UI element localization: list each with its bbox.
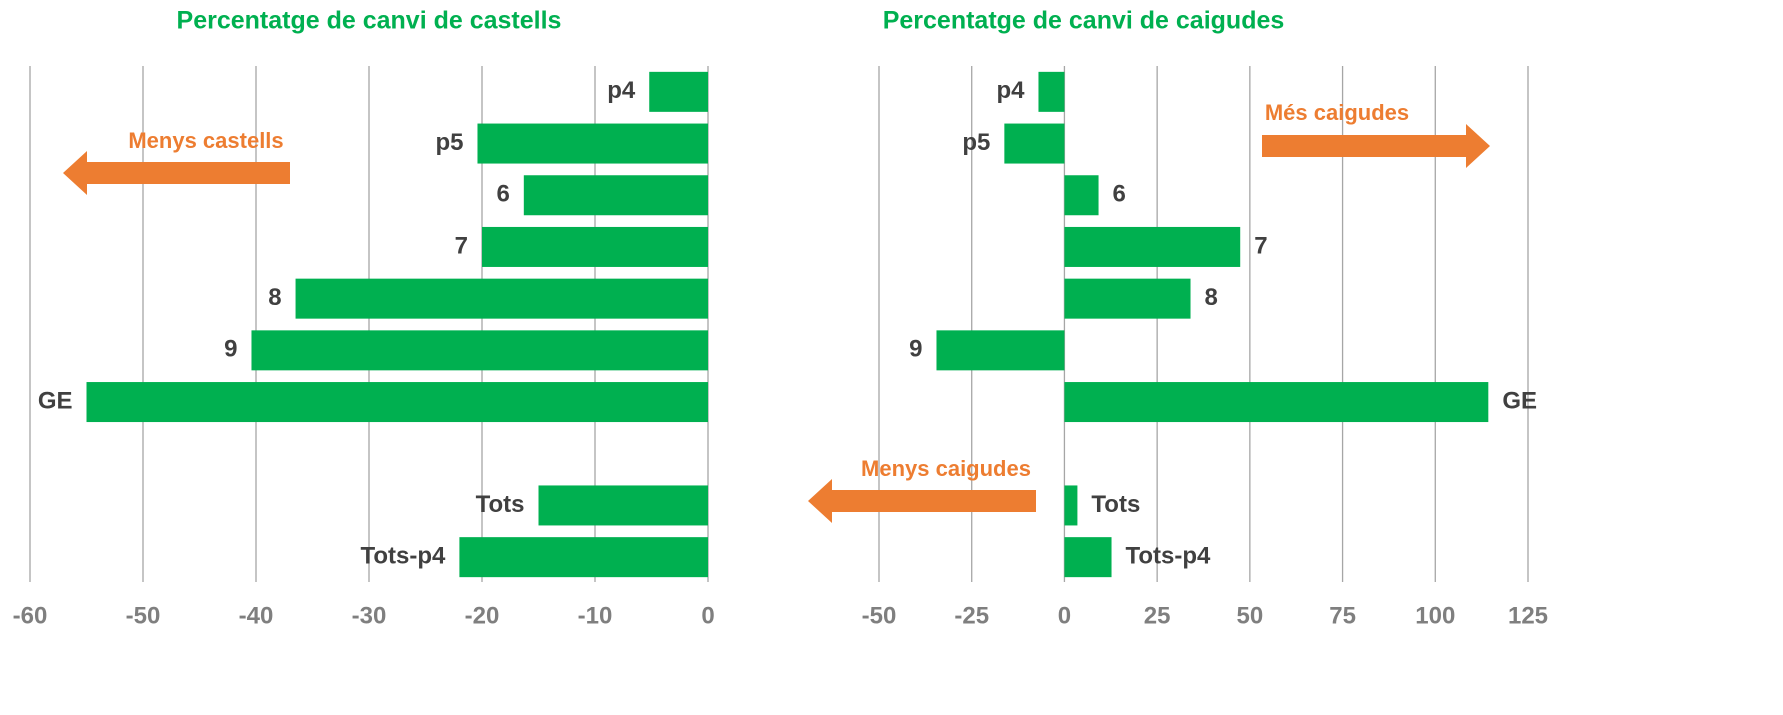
bar [523, 175, 708, 216]
chart-title: Percentatge de canvi de caigudes [883, 7, 1285, 35]
bar [1064, 382, 1489, 423]
bar [459, 537, 708, 578]
bar [86, 382, 708, 423]
bar [295, 278, 708, 319]
category-label: 7 [1254, 232, 1267, 259]
x-tick-label: -50 [126, 602, 161, 629]
category-label: GE [38, 387, 73, 414]
category-label: p4 [996, 77, 1025, 104]
bar [538, 485, 708, 526]
x-tick-label: -50 [862, 602, 897, 629]
category-label: p5 [962, 129, 990, 156]
category-label: p4 [607, 77, 636, 104]
x-tick-label: -30 [352, 602, 387, 629]
bar [1064, 226, 1241, 267]
x-tick-label: 25 [1144, 602, 1171, 629]
category-label: 8 [268, 284, 281, 311]
category-label: Tots [1091, 491, 1140, 518]
x-tick-label: 75 [1329, 602, 1356, 629]
x-tick-label: -25 [954, 602, 989, 629]
x-tick-label: -40 [239, 602, 274, 629]
bar [1064, 537, 1112, 578]
category-label: Tots [476, 491, 525, 518]
x-tick-label: 100 [1415, 602, 1455, 629]
annotation: Menys castells [128, 128, 283, 153]
bar [1004, 123, 1065, 164]
category-label: Tots-p4 [361, 542, 447, 569]
category-label: 9 [909, 336, 922, 363]
x-tick-label: -60 [13, 602, 48, 629]
x-tick-label: 0 [701, 602, 714, 629]
category-label: 6 [496, 181, 509, 208]
bar [1064, 485, 1078, 526]
category-label: 8 [1205, 284, 1218, 311]
x-tick-label: 50 [1237, 602, 1264, 629]
bar [251, 330, 709, 371]
category-label: GE [1502, 387, 1537, 414]
bar [649, 71, 708, 112]
bar [482, 226, 708, 267]
annotation: Més caigudes [1265, 100, 1409, 125]
category-label: Tots-p4 [1126, 542, 1212, 569]
chart-title: Percentatge de canvi de castells [177, 7, 562, 35]
bar [1038, 71, 1065, 112]
annotation: Menys caigudes [861, 456, 1031, 481]
annotation-arrow [808, 479, 1036, 523]
annotation-arrow [63, 151, 290, 195]
x-tick-label: 125 [1508, 602, 1548, 629]
x-tick-label: -10 [578, 602, 613, 629]
x-tick-label: -20 [465, 602, 500, 629]
bar [936, 330, 1065, 371]
bar [477, 123, 708, 164]
category-label: 7 [455, 232, 468, 259]
bar [1064, 175, 1099, 216]
category-label: 6 [1113, 181, 1126, 208]
annotation-arrow [1262, 124, 1490, 168]
x-tick-label: 0 [1058, 602, 1071, 629]
category-label: 9 [224, 336, 237, 363]
bar [1064, 278, 1191, 319]
category-label: p5 [435, 129, 463, 156]
